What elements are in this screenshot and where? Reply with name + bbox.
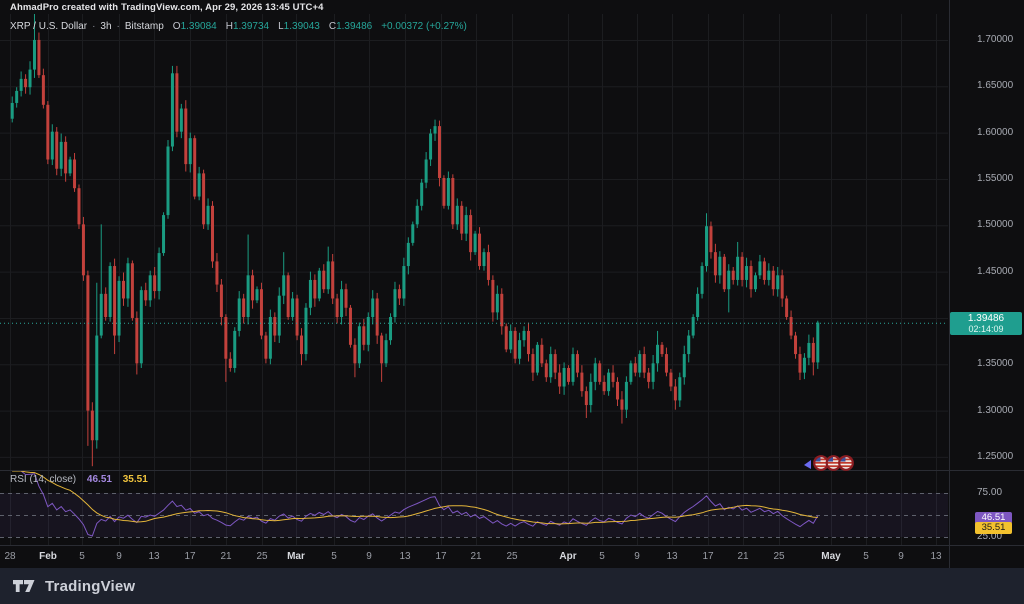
rsi-axis-badge: 46.51 [975, 512, 1012, 525]
price-axis-label: 1.50000 [977, 219, 1014, 231]
time-axis-label: 5 [331, 551, 337, 562]
current-price-tag: 1.39486 02:14:09 [950, 311, 1022, 335]
time-axis-label: 13 [666, 551, 678, 562]
time-axis-label: 9 [116, 551, 122, 562]
rsi-axis-label: 75.00 [977, 487, 1003, 498]
time-axis-label: 9 [634, 551, 640, 562]
symbol-legend[interactable]: XRP / U.S. Dollar · 3h · Bitstamp O1.39084 H1.… [10, 21, 467, 32]
time-axis-label: 5 [599, 551, 605, 562]
close-key: C [328, 21, 337, 32]
low-key: L [278, 21, 284, 32]
bar-countdown: 02:14:09 [968, 323, 1004, 334]
open-key: O [172, 21, 181, 32]
high-key: H [225, 21, 233, 32]
time-axis-label: 5 [863, 551, 869, 562]
time-axis-label: 21 [220, 551, 232, 562]
time-axis-label: 25 [506, 551, 518, 562]
time-axis-label: 28 [4, 551, 16, 562]
change-value: +0.00372 (+0.27%) [381, 21, 467, 32]
legend-separator: · [116, 21, 120, 32]
exchange-label[interactable]: Bitstamp [124, 21, 164, 32]
current-price-value: 1.39486 [967, 312, 1005, 324]
price-axis-label: 1.65000 [977, 80, 1014, 92]
interval-label[interactable]: 3h [100, 21, 112, 32]
symbol-title[interactable]: XRP / U.S. Dollar [10, 21, 88, 32]
time-axis-label: 17 [435, 551, 447, 562]
time-axis-label: Feb [39, 551, 57, 562]
rsi-line [12, 471, 819, 537]
us-flag-sticker[interactable] [838, 455, 854, 471]
us-flag-sticker[interactable] [813, 455, 829, 471]
price-axis-label: 1.25000 [977, 450, 1014, 462]
time-axis-label: 5 [79, 551, 85, 562]
time-axis-label: 9 [366, 551, 372, 562]
price-axis-label: 1.60000 [977, 126, 1014, 138]
snapshot-credit: AhmadPro created with TradingView.com, A… [10, 2, 324, 13]
legend-separator: · [92, 21, 96, 32]
time-axis-label: May [821, 551, 841, 562]
rsi-ma-axis-badge: 35.51 [975, 521, 1012, 534]
time-axis-label: Apr [559, 551, 577, 562]
rsi-legend[interactable]: RSI (14, close) 46.51 35.51 [10, 474, 148, 485]
cursor-arrow-icon [804, 460, 811, 469]
low-value: 1.39043 [283, 21, 320, 32]
time-axis-label: 21 [470, 551, 482, 562]
rsi-params: (14, close) [29, 474, 77, 485]
time-axis-label: 13 [148, 551, 160, 562]
high-value: 1.39734 [232, 21, 270, 32]
tradingview-logo[interactable] [13, 578, 36, 594]
candlestick-series[interactable] [10, 14, 820, 467]
footer-bar: TradingView [0, 568, 1024, 604]
time-axis-label: 17 [702, 551, 714, 562]
price-axis-label: 1.35000 [977, 358, 1014, 370]
time-axis-label: Mar [287, 551, 305, 562]
time-axis-label: 13 [399, 551, 411, 562]
rsi-axis-label: 25.00 [977, 531, 1003, 542]
price-axis-label: 1.45000 [977, 265, 1014, 277]
rsi-ma-line [12, 471, 818, 525]
close-value: 1.39486 [336, 21, 373, 32]
rsi-title[interactable]: RSI [10, 474, 27, 485]
rsi-value: 46.51 [86, 474, 112, 485]
time-axis-label: 25 [256, 551, 268, 562]
price-axis-label: 1.55000 [977, 172, 1014, 184]
time-axis-label: 17 [184, 551, 196, 562]
tradingview-wordmark[interactable]: TradingView [45, 577, 136, 595]
open-value: 1.39084 [180, 21, 217, 32]
sticker-group[interactable] [804, 455, 854, 471]
price-axis-label: 1.70000 [977, 33, 1014, 45]
time-axis-label: 9 [898, 551, 904, 562]
rsi-ma-value: 35.51 [122, 474, 148, 485]
time-axis-label: 13 [930, 551, 942, 562]
time-axis-label: 25 [773, 551, 785, 562]
time-axis-label: 21 [737, 551, 749, 562]
price-axis-label: 1.30000 [977, 404, 1014, 416]
